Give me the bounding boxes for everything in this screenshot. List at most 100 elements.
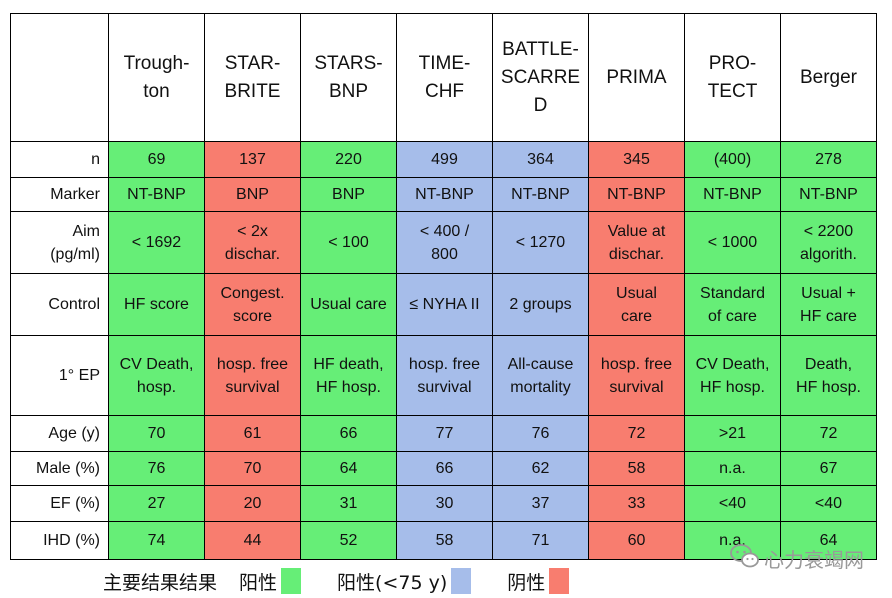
table-cell: n.a. <box>684 521 781 560</box>
row-label: Aim (pg/ml) <box>10 211 109 274</box>
header-corner-cell <box>10 13 109 142</box>
table-cell: 71 <box>492 521 589 560</box>
table-cell: 44 <box>204 521 301 560</box>
table-cell: 364 <box>492 141 589 178</box>
table-cell: NT-BNP <box>396 177 493 212</box>
table-cell: 72 <box>588 415 685 452</box>
legend-swatch-positive <box>281 568 302 594</box>
wechat-icon <box>730 543 760 574</box>
table-cell: < 400 / 800 <box>396 211 493 274</box>
watermark-text: 心力衰竭网 <box>764 548 864 572</box>
table-cell: 345 <box>588 141 685 178</box>
table-cell: >21 <box>684 415 781 452</box>
table-cell: 37 <box>492 485 589 522</box>
header-cell: STAR- BRITE <box>204 13 301 142</box>
table-cell: 74 <box>108 521 205 560</box>
table-cell: 499 <box>396 141 493 178</box>
header-cell: STARS- BNP <box>300 13 397 142</box>
table-row: Control HF score Congest. score Usual care ≤… <box>10 273 877 336</box>
watermark: 心力衰竭网 <box>730 543 864 574</box>
legend-title: 主要结果结果 <box>103 571 218 594</box>
table-cell: 70 <box>204 451 301 486</box>
table-row: Male (%) 76 70 64 66 62 58 n.a. 67 <box>10 451 877 486</box>
legend-swatch-positive-under-75 <box>451 568 472 594</box>
table-cell: NT-BNP <box>108 177 205 212</box>
table-cell: 31 <box>300 485 397 522</box>
table-row: n 69 137 220 499 364 345 (400) 278 <box>10 141 877 178</box>
header-cell: PRIMA <box>588 13 685 142</box>
table-cell: hosp. free survival <box>204 335 301 416</box>
row-label: Male (%) <box>10 451 109 486</box>
table-cell: 70 <box>108 415 205 452</box>
table-row: Aim (pg/ml) < 1692 < 2x dischar. < 100 < 400… <box>10 211 877 274</box>
table-cell: Death, HF hosp. <box>780 335 877 416</box>
table-cell: 58 <box>396 521 493 560</box>
table-cell: 76 <box>108 451 205 486</box>
table-cell: Usual care <box>588 273 685 336</box>
table-cell: < 1270 <box>492 211 589 274</box>
table-cell: NT-BNP <box>780 177 877 212</box>
row-label: EF (%) <box>10 485 109 522</box>
header-cell: BATTLE- SCARRE D <box>492 13 589 142</box>
table-cell: CV Death, hosp. <box>108 335 205 416</box>
row-label: Marker <box>10 177 109 212</box>
row-label: IHD (%) <box>10 521 109 560</box>
table-cell: 60 <box>588 521 685 560</box>
row-label: Control <box>10 273 109 336</box>
table-cell: BNP <box>204 177 301 212</box>
table-cell: Usual + HF care <box>780 273 877 336</box>
trials-table: Trough- ton STAR- BRITE STARS- BNP TIME- CH… <box>10 13 877 560</box>
table-cell: 2 groups <box>492 273 589 336</box>
table-cell: Value at dischar. <box>588 211 685 274</box>
table-cell: 137 <box>204 141 301 178</box>
table-cell: <40 <box>684 485 781 522</box>
legend-label-negative: 阴性 <box>507 571 546 594</box>
table-cell: < 2x dischar. <box>204 211 301 274</box>
table-cell: (400) <box>684 141 781 178</box>
legend: 主要结果结果 阳性 阳性(<75 y) 阴性 <box>103 565 605 597</box>
table-cell: 220 <box>300 141 397 178</box>
table-cell: 66 <box>396 451 493 486</box>
table-cell: 27 <box>108 485 205 522</box>
row-label: n <box>10 141 109 178</box>
table-cell: Usual care <box>300 273 397 336</box>
header-cell: PRO- TECT <box>684 13 781 142</box>
table-cell: Congest. score <box>204 273 301 336</box>
table-cell: 67 <box>780 451 877 486</box>
table-cell: 76 <box>492 415 589 452</box>
table-cell: hosp. free survival <box>588 335 685 416</box>
table-cell: 64 <box>300 451 397 486</box>
table-cell: 58 <box>588 451 685 486</box>
table-cell: Standard of care <box>684 273 781 336</box>
table-cell: <40 <box>780 485 877 522</box>
table-cell: HF score <box>108 273 205 336</box>
header-cell: TIME- CHF <box>396 13 493 142</box>
table-cell: < 1692 <box>108 211 205 274</box>
table-cell: 69 <box>108 141 205 178</box>
table-cell: 64 <box>780 521 877 560</box>
table-cell: BNP <box>300 177 397 212</box>
table-cell: CV Death, HF hosp. <box>684 335 781 416</box>
header-cell: Trough- ton <box>108 13 205 142</box>
table-row: IHD (%) 74 44 52 58 71 60 n.a. 64 <box>10 521 877 560</box>
table-cell: 61 <box>204 415 301 452</box>
legend-swatch-negative <box>549 568 570 594</box>
legend-label-positive: 阳性 <box>239 571 278 594</box>
table-row: 1° EP CV Death, hosp. hosp. free survival H… <box>10 335 877 416</box>
header-cell: Berger <box>780 13 877 142</box>
table-row: EF (%) 27 20 31 30 37 33 <40 <40 <box>10 485 877 522</box>
table-cell: HF death, HF hosp. <box>300 335 397 416</box>
table-row: Marker NT-BNP BNP BNP NT-BNP NT-BNP NT-BNP NT-B… <box>10 177 877 212</box>
table-cell: NT-BNP <box>684 177 781 212</box>
table-cell: < 1000 <box>684 211 781 274</box>
table-row: Age (y) 70 61 66 77 76 72 >21 72 <box>10 415 877 452</box>
table-cell: n.a. <box>684 451 781 486</box>
table-cell: < 100 <box>300 211 397 274</box>
row-label: 1° EP <box>10 335 109 416</box>
table-cell: 33 <box>588 485 685 522</box>
table-cell: 20 <box>204 485 301 522</box>
table-cell: 30 <box>396 485 493 522</box>
table-cell: 52 <box>300 521 397 560</box>
table-cell: 66 <box>300 415 397 452</box>
table-cell: NT-BNP <box>588 177 685 212</box>
